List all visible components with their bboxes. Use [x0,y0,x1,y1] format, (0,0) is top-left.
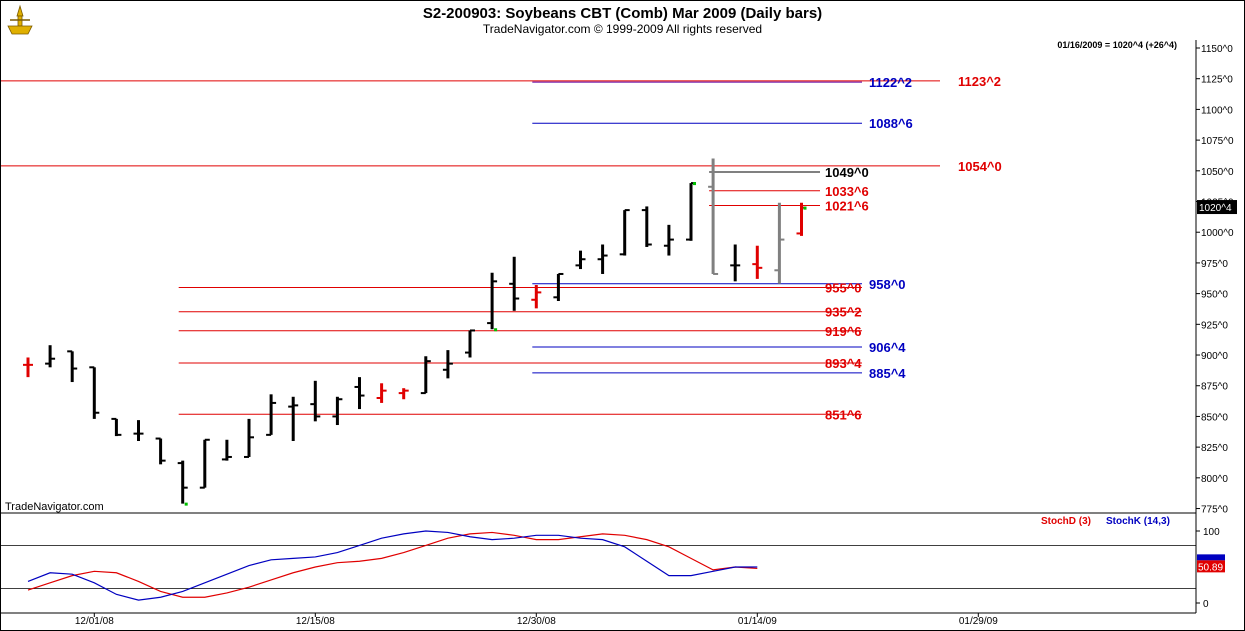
level-label: 1123^2 [958,74,1001,89]
legend-stochk: StochK (14,3) [1106,516,1170,527]
chart-header: S2-200903: Soybeans CBT (Comb) Mar 2009 … [0,0,1245,36]
last-price-label: 1020^4 [1199,203,1232,214]
level-label: 893^4 [825,356,862,371]
y-tick-label: 775^0 [1201,505,1228,516]
x-tick-label: 01/29/09 [959,616,998,627]
legend-stochd: StochD (3) [1041,516,1091,527]
x-tick-label: 01/14/09 [738,616,777,627]
stochk-line [27,530,758,601]
y-tick-label: 1150^0 [1201,44,1233,55]
level-label: 1054^0 [958,159,1002,174]
last-price-box [1197,200,1237,215]
signal-dot [184,502,188,506]
y-tick-label: 1000^0 [1201,228,1234,239]
level-label: 955^0 [825,280,862,295]
signal-dot [693,182,696,186]
level-label: 1122^2 [869,75,912,90]
y-tick-label: 800^0 [1201,474,1228,485]
level-label: 1033^6 [825,184,869,199]
y-tick-label: 950^0 [1201,290,1228,301]
copyright-text: TradeNavigator.com © 1999-2009 All right… [482,22,763,36]
level-label: 958^0 [869,277,906,292]
y-tick-label: 925^0 [1201,320,1228,331]
logo-icon [4,4,36,36]
level-label: 906^4 [869,340,906,355]
x-tick-label: 12/01/08 [75,616,114,627]
signal-dot [494,328,498,332]
chart-title: S2-200903: Soybeans CBT (Comb) Mar 2009 … [422,5,823,22]
y-tick-label: 900^0 [1201,351,1228,362]
y-tick-label: 875^0 [1201,382,1228,393]
stochd-line [27,531,758,598]
level-label: 919^6 [825,324,862,339]
last-quote: 01/16/2009 = 1020^4 (+26^4) [1057,40,1177,50]
stoch-last-box-k [1197,554,1225,561]
y-tick-label: 1100^0 [1201,105,1233,116]
signal-dot [803,206,807,210]
watermark-text: TradeNavigator.com [5,501,104,513]
stoch-tick-label: 0 [1203,599,1209,610]
level-label: 851^6 [825,407,862,422]
y-tick-label: 825^0 [1201,443,1228,454]
level-label: 885^4 [869,366,906,381]
stoch-tick-label: 100 [1203,527,1220,538]
level-label: 1021^6 [825,199,869,214]
level-label: 1049^0 [825,165,869,180]
y-tick-label: 975^0 [1201,259,1228,270]
stoch-last-box [1197,560,1225,573]
x-tick-label: 12/30/08 [517,616,556,627]
y-tick-label: 1125^0 [1201,75,1233,86]
y-tick-label: 1050^0 [1201,167,1234,178]
stoch-last-label: 50.89 [1198,562,1223,573]
level-label: 935^2 [825,305,862,320]
y-tick-label: 1075^0 [1201,136,1234,147]
y-tick-label: 850^0 [1201,412,1228,423]
x-tick-label: 12/15/08 [296,616,335,627]
level-label: 1088^6 [869,116,913,131]
